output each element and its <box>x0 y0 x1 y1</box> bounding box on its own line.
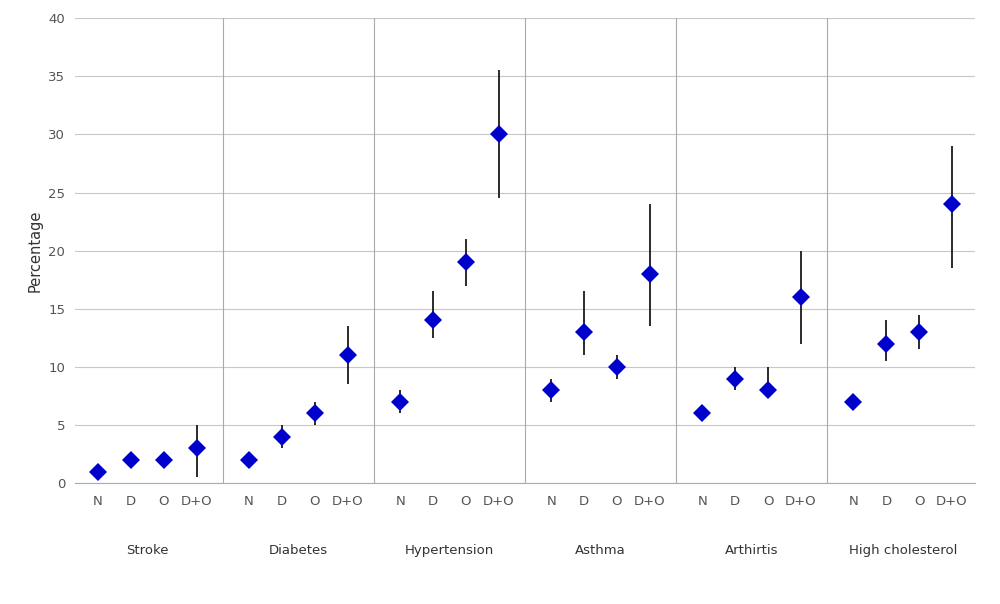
Text: Arthirtis: Arthirtis <box>725 544 778 557</box>
Y-axis label: Percentage: Percentage <box>28 210 43 292</box>
Text: Diabetes: Diabetes <box>269 544 328 557</box>
Text: Stroke: Stroke <box>126 544 169 557</box>
Text: Asthma: Asthma <box>575 544 626 557</box>
Text: High cholesterol: High cholesterol <box>849 544 957 557</box>
Text: Hypertension: Hypertension <box>405 544 494 557</box>
